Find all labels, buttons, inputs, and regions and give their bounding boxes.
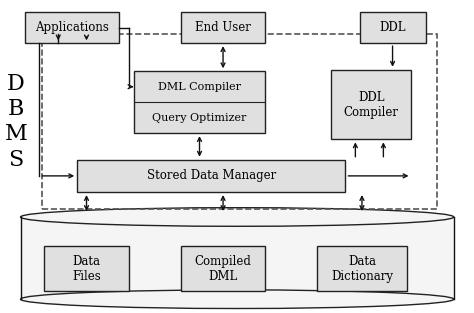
Bar (77, 160, 346, 192)
Bar (181, 12, 265, 43)
Text: Data
Files: Data Files (72, 255, 101, 283)
Bar (44, 246, 129, 291)
Text: Applications: Applications (36, 21, 109, 34)
Text: Query Optimizer: Query Optimizer (152, 113, 246, 123)
Ellipse shape (20, 290, 454, 309)
Text: Data
Dictionary: Data Dictionary (331, 255, 393, 283)
Bar (134, 71, 265, 133)
Text: DDL: DDL (379, 21, 406, 34)
Bar (42, 34, 438, 209)
Bar (317, 246, 407, 291)
Text: DDL
Compiler: DDL Compiler (344, 90, 399, 119)
Bar (181, 246, 265, 291)
Bar (360, 12, 426, 43)
Bar (20, 217, 454, 299)
Ellipse shape (20, 208, 454, 226)
Text: Compiled
DML: Compiled DML (195, 255, 252, 283)
Text: Stored Data Manager: Stored Data Manager (146, 169, 276, 182)
Text: DML Compiler: DML Compiler (158, 82, 241, 92)
Text: End User: End User (195, 21, 251, 34)
Bar (25, 12, 119, 43)
Text: D
B
M
S: D B M S (4, 73, 27, 171)
Bar (331, 69, 411, 139)
